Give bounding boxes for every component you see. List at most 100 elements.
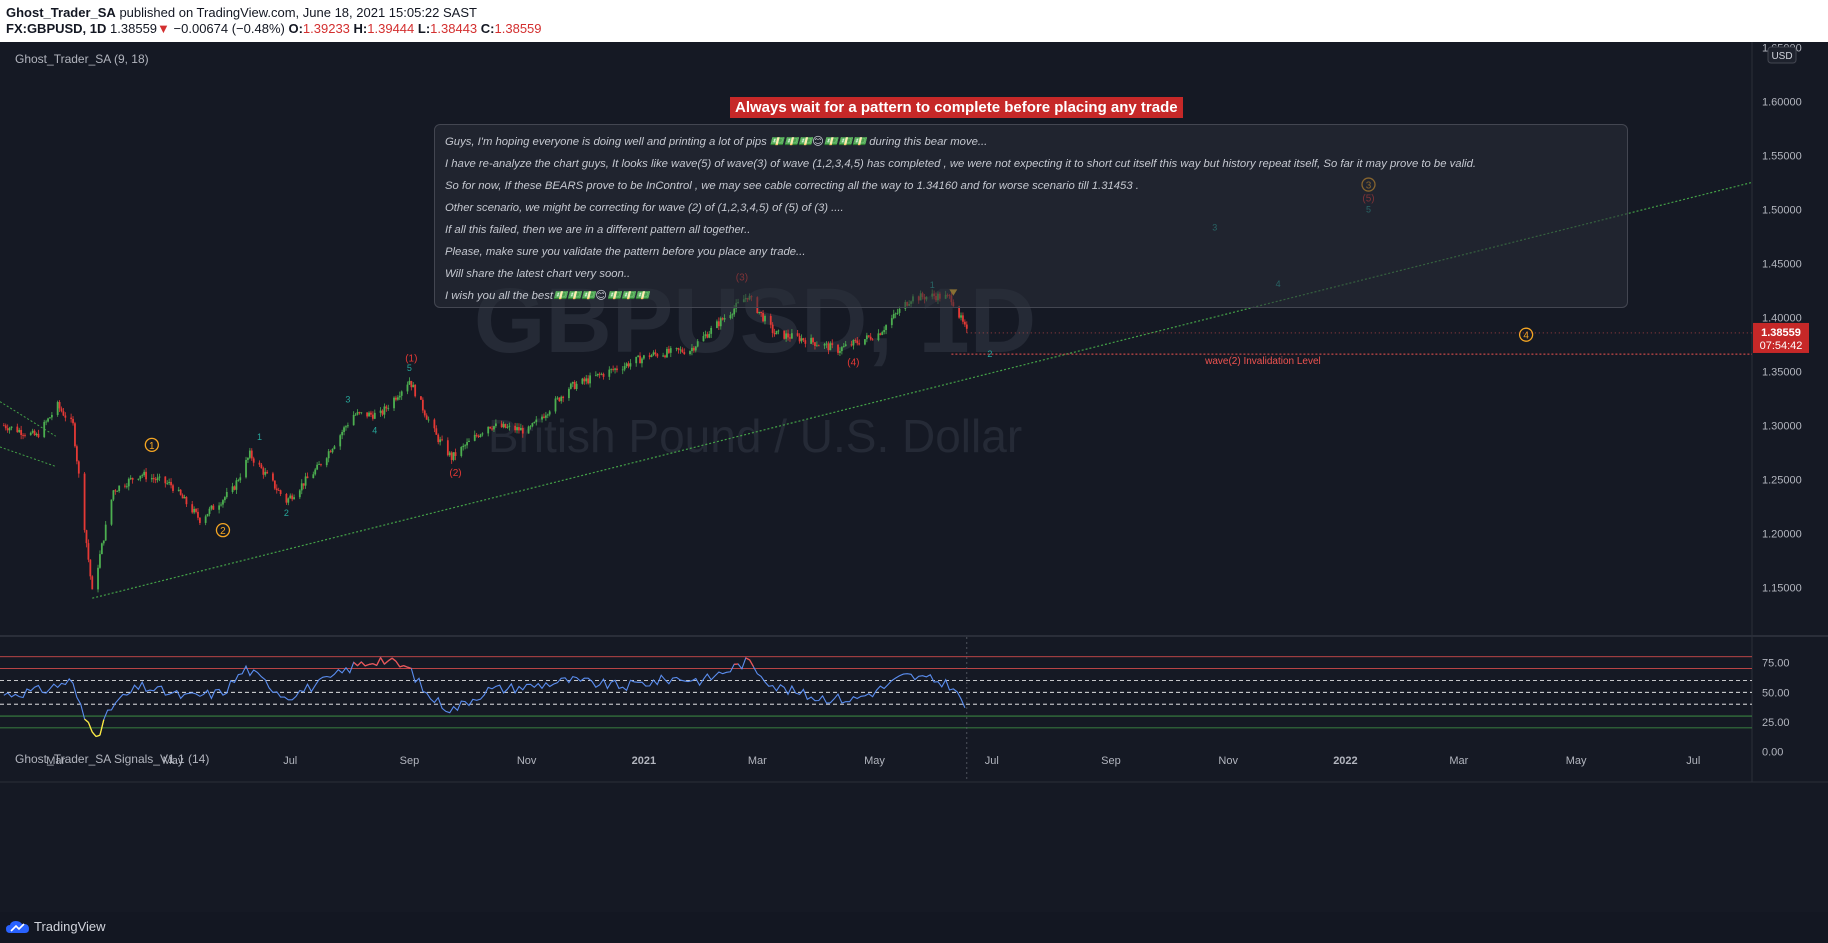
candle-body [385,406,388,409]
wave-label[interactable]: 3 [345,394,350,404]
candle-body [279,490,282,494]
candle-body [823,344,826,346]
x-tick-label: 2021 [632,755,656,767]
candle-body [112,490,115,500]
tradingview-logo[interactable]: TradingView [6,919,106,934]
candle-body [568,388,570,399]
candle-body [867,335,870,337]
x-tick-label: Sep [1101,755,1121,767]
candle-body [410,380,413,388]
candle-body [414,384,417,397]
wave-label[interactable]: 4 [1523,331,1529,342]
channel-line[interactable] [0,401,57,437]
candle-body [960,315,962,318]
candle-body [827,343,830,351]
oscillator-extreme [91,731,97,737]
author-name[interactable]: Ghost_Trader_SA [6,5,116,20]
candle-body [798,335,801,342]
publish-date: published on TradingView.com, June 18, 2… [119,5,477,20]
candle-body [16,426,19,433]
candle-body [333,446,336,449]
channel-line[interactable] [0,446,56,467]
candle-body [266,471,269,474]
candle-body [346,425,349,427]
oscillator-extreme [391,657,397,662]
wave-circle[interactable] [144,437,159,452]
candle-body [393,397,395,409]
candle-body [204,516,207,523]
note-line: I have re-analyze the chart guys, It loo… [445,158,1477,170]
wave-label[interactable]: 4 [372,426,377,436]
currency-badge[interactable] [1767,46,1797,64]
candle-body [562,396,565,399]
candle-body [425,415,428,420]
candle-body [775,330,778,335]
candle-body [468,440,470,442]
candle-body [158,476,161,478]
wave-circle[interactable] [215,523,231,538]
candle-body [33,430,36,436]
candle-body [612,368,615,370]
oscillator-legend[interactable]: Ghost_Trader_SA Signals_V1.1 (14) [15,752,210,766]
oscillator-extreme [407,666,412,670]
candle-body [865,335,868,340]
candle-body [421,399,424,411]
wave-label[interactable]: 5 [407,363,412,373]
candle-body [210,505,213,509]
x-tick-label: Jul [283,755,297,767]
high-value: 1.39444 [367,21,415,36]
wave-label[interactable]: 1 [257,432,262,442]
wave-label[interactable]: (2) [449,468,461,479]
candle-body [170,481,172,486]
wave-circle[interactable] [1518,327,1534,342]
wave-label[interactable]: 2 [987,349,992,359]
candle-body [220,504,222,506]
low-value: 1.38443 [430,21,478,36]
candle-body [50,414,53,418]
candle-body [379,410,382,413]
x-tick-label: Jul [1686,755,1700,767]
candle-body [558,397,561,402]
candle-body [273,480,276,489]
wave-label[interactable]: 2 [220,526,226,537]
candle-body [963,321,966,325]
y-tick-label: 1.50000 [1762,204,1802,216]
candle-body [635,356,638,364]
indicator-legend[interactable]: Ghost_Trader_SA (9, 18) [15,52,149,66]
candle-body [491,428,493,430]
wave-label[interactable]: 1 [149,441,155,452]
candle-body [965,324,968,329]
candle-body [466,441,468,446]
candle-body [854,340,857,341]
candle-body [460,447,463,456]
y-tick-label: 1.40000 [1762,312,1802,324]
note-line: Will share the latest chart very soon.. [445,268,631,280]
wave-label[interactable]: (4) [847,358,859,369]
candle-body [894,313,897,315]
candle-body [97,567,99,590]
candle-body [596,373,599,376]
bar-countdown: 07:54:42 [1760,340,1803,352]
candle-body [143,471,146,476]
x-tick-label: 2022 [1333,755,1357,767]
x-tick-label: Mar [1449,755,1468,767]
candle-body [514,425,517,431]
candle-body [702,335,705,342]
wave-label[interactable]: 2 [284,508,289,518]
candle-body [677,348,680,350]
candle-body [85,530,88,544]
candle-body [49,417,51,419]
candle-body [600,373,603,375]
candle-body [810,337,813,344]
candle-body [152,478,155,480]
candle-body [45,421,48,423]
candle-body [20,429,23,436]
wave-label[interactable]: (1) [405,353,417,364]
y-tick-label: 1.60000 [1762,96,1802,108]
x-tick-label: Mar [46,755,65,767]
candle-body [327,451,330,459]
candle-body [58,402,61,409]
candle-body [74,423,76,447]
candle-body [708,333,711,338]
candle-body [717,321,720,327]
